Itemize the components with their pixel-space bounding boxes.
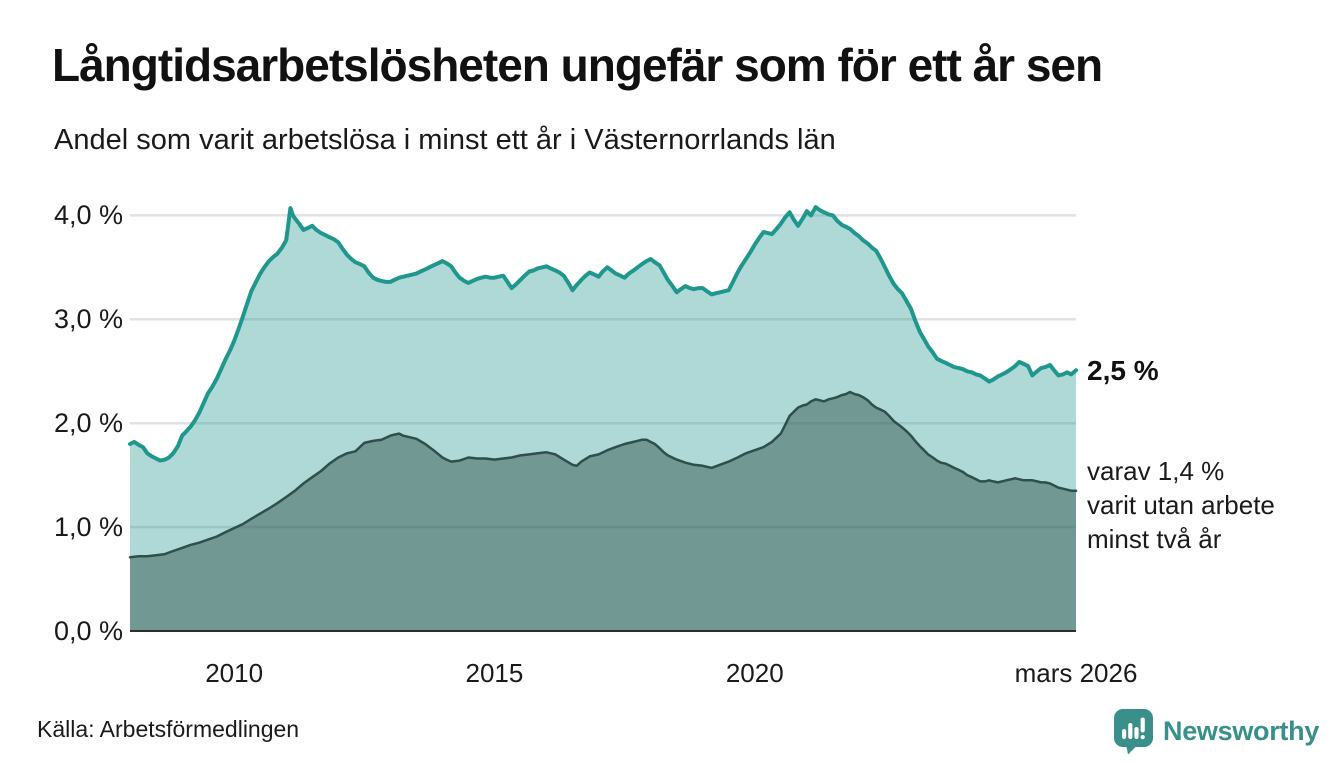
secondary-annotation-line-2: varit utan arbete <box>1087 490 1275 520</box>
y-tick-label-3: 1,0 % <box>53 512 123 543</box>
series-line-1 <box>128 390 1078 559</box>
y-tick-label-1: 3,0 % <box>53 304 123 335</box>
secondary-annotation-line-1: varav 1,4 % <box>1087 456 1225 486</box>
page-subtitle: Andel som varit arbetslösa i minst ett å… <box>54 124 836 156</box>
newsworthy-logo: Newsworthy <box>1113 708 1319 755</box>
y-tick-label-0: 4,0 % <box>53 200 123 231</box>
source-note: Källa: Arbetsförmedlingen <box>37 716 300 742</box>
bar-chart-speech-bubble-icon <box>1114 709 1153 755</box>
newsworthy-logo-text: Newsworthy <box>1163 716 1320 746</box>
y-tick-label-2: 2,0 % <box>53 408 123 439</box>
area-fill-0 <box>130 207 1076 631</box>
x-tick-label-1: 2015 <box>465 658 524 688</box>
x-tick-label-3: mars 2026 <box>1014 658 1138 688</box>
x-tick-label-2: 2020 <box>725 658 784 688</box>
series-line-0 <box>128 205 1078 463</box>
x-tick-label-0: 2010 <box>205 658 264 688</box>
page-title: Långtidsarbetslösheten ungefär som för e… <box>52 39 1103 91</box>
secondary-series-annotation: varav 1,4 % varit utan arbete minst två … <box>1087 454 1275 556</box>
current-value-annotation: 2,5 % <box>1087 355 1159 387</box>
secondary-annotation-line-3: minst två år <box>1087 524 1222 554</box>
area-fill-1 <box>130 392 1076 631</box>
y-tick-label-4: 0,0 % <box>53 616 123 646</box>
